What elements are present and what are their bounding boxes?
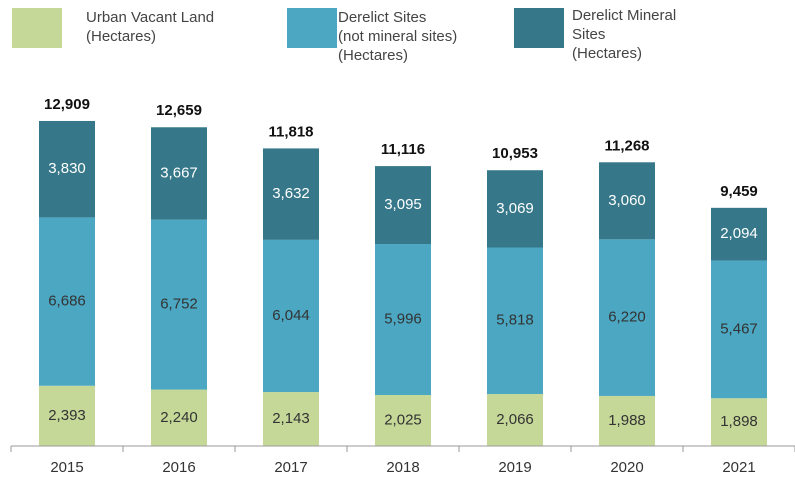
value-label: 5,467 <box>720 320 758 337</box>
bar-segment <box>263 148 319 240</box>
bar-segment <box>375 244 431 396</box>
bar-segment <box>711 207 767 261</box>
bar-segment <box>711 260 767 399</box>
total-label: 12,659 <box>156 102 202 119</box>
x-tick-label: 2015 <box>50 459 83 476</box>
x-tick-label: 2018 <box>386 459 419 476</box>
value-label: 6,044 <box>272 307 310 324</box>
value-label: 1,988 <box>608 412 646 429</box>
legend-label: Urban Vacant Land (Hectares) <box>86 9 215 45</box>
value-label: 1,898 <box>720 413 758 430</box>
value-label: 6,752 <box>160 296 198 313</box>
bar-segment <box>263 392 319 446</box>
bar-segment <box>711 398 767 446</box>
value-label: 6,220 <box>608 309 646 326</box>
x-tick-label: 2020 <box>610 459 643 476</box>
legend-swatch <box>12 8 62 48</box>
value-label: 3,830 <box>48 160 86 177</box>
x-tick-label: 2016 <box>162 459 195 476</box>
value-label: 5,818 <box>496 312 534 329</box>
bar-segment <box>375 166 431 245</box>
bar-segment <box>599 395 655 446</box>
bar-segment <box>151 389 207 446</box>
bar-segment <box>263 239 319 393</box>
bar-segment <box>151 219 207 390</box>
value-label: 5,996 <box>384 310 422 327</box>
value-label: 2,094 <box>720 225 758 242</box>
value-label: 3,095 <box>384 196 422 213</box>
bar-segment <box>151 127 207 220</box>
value-label: 2,066 <box>496 411 534 428</box>
total-label: 11,268 <box>604 137 649 154</box>
total-label: 9,459 <box>720 183 758 200</box>
value-label: 6,686 <box>48 293 86 310</box>
x-tick-label: 2017 <box>274 459 307 476</box>
legend-label: Derelict Mineral Sites (Hectares) <box>572 7 677 62</box>
bar-segment <box>39 217 95 386</box>
bar-segment <box>487 393 543 446</box>
value-label: 3,667 <box>160 164 198 181</box>
legend-label: Derelict Sites (not mineral sites) (Hect… <box>338 9 458 64</box>
x-tick-label: 2019 <box>498 459 531 476</box>
value-label: 2,393 <box>48 407 86 424</box>
x-tick-label: 2021 <box>722 459 755 476</box>
value-label: 3,060 <box>608 192 646 209</box>
value-label: 3,632 <box>272 185 310 202</box>
total-label: 11,818 <box>268 123 313 140</box>
legend-swatch <box>287 8 337 48</box>
total-label: 12,909 <box>44 96 90 113</box>
bar-segment <box>39 385 95 446</box>
value-label: 2,025 <box>384 411 422 428</box>
value-label: 2,143 <box>272 410 310 427</box>
bar-segment <box>39 120 95 218</box>
bar-segment <box>599 162 655 240</box>
value-label: 3,069 <box>496 200 534 217</box>
total-label: 10,953 <box>492 145 538 162</box>
bar-segment <box>599 239 655 396</box>
value-label: 2,240 <box>160 409 198 426</box>
bar-segment <box>487 247 543 394</box>
total-label: 11,116 <box>381 141 425 158</box>
bar-segment <box>487 170 543 248</box>
legend-swatch <box>514 8 564 48</box>
bar-segment <box>375 395 431 446</box>
